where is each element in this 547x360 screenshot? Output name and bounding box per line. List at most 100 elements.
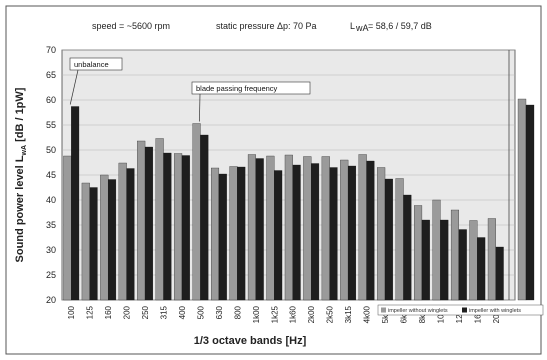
annotation-box (191, 81, 311, 95)
bar (174, 153, 183, 301)
chart-frame (5, 5, 542, 355)
y-axis-label: Sound power level LwA [dB / 1pW] (14, 87, 28, 262)
header-lwa-value: = 58,6 / 59,7 dB (368, 21, 432, 31)
bar (137, 140, 146, 301)
bar (284, 154, 293, 301)
bar (89, 187, 98, 301)
x-tick-label: 125 (86, 305, 95, 319)
bar (384, 178, 393, 301)
y-tick-label: 20 (46, 295, 56, 305)
x-tick-label: 2k00 (307, 305, 316, 323)
bar (229, 166, 238, 301)
bar (487, 218, 496, 301)
bar (311, 163, 320, 301)
bar (358, 154, 367, 301)
header-lwa: L (350, 21, 355, 31)
x-tick-label: 200 (123, 305, 132, 319)
bar (477, 237, 486, 301)
legend-box (377, 304, 544, 316)
y-tick-label: 55 (46, 120, 56, 130)
bar (421, 219, 430, 301)
bar (292, 164, 301, 301)
bar (255, 158, 264, 301)
x-tick-label: 3k15 (344, 305, 353, 323)
bar (303, 156, 312, 301)
bar (377, 167, 386, 301)
x-axis-label: 1/3 octave bands [Hz] (194, 335, 307, 347)
bar (458, 229, 467, 301)
bar (366, 160, 375, 301)
bar (81, 182, 90, 301)
x-tick-label: 2k50 (326, 305, 335, 323)
y-tick-label: 30 (46, 245, 56, 255)
bar (329, 167, 338, 301)
y-tick-label: 60 (46, 95, 56, 105)
bar (163, 152, 172, 301)
y-tick-label: 50 (46, 145, 56, 155)
bar (181, 155, 190, 301)
bar (321, 156, 330, 301)
annotation-text: blade passing frequency (196, 84, 278, 93)
bar (155, 138, 164, 301)
annotation-arrow (199, 93, 201, 122)
y-tick-label: 45 (46, 170, 56, 180)
bar (192, 123, 201, 301)
bar (469, 220, 478, 301)
header-pressure: static pressure Δp: 70 Pa (216, 21, 317, 31)
bar (440, 219, 449, 301)
legend-entry: impeller without winglets (388, 308, 448, 314)
bar (347, 165, 357, 301)
bar (118, 162, 127, 301)
header-speed: speed = ~5600 rpm (92, 21, 170, 31)
bar (210, 167, 220, 301)
bar (63, 155, 72, 301)
bar (403, 194, 412, 301)
y-tick-label: 25 (46, 270, 56, 280)
x-tick-label: 1k25 (270, 305, 279, 323)
x-tick-label: 100 (67, 305, 76, 319)
annotation: unbalance (69, 57, 123, 105)
bar (144, 146, 153, 301)
bar (274, 170, 283, 301)
x-tick-label: 1k60 (289, 305, 298, 323)
bar (218, 173, 227, 301)
bar (71, 106, 80, 301)
bar (340, 159, 349, 301)
x-tick-label: 1k00 (252, 305, 261, 323)
bar (126, 168, 135, 301)
bar (414, 205, 423, 301)
bar (495, 246, 504, 301)
x-tick-label: 160 (104, 305, 113, 319)
bar (247, 154, 256, 301)
bar (395, 178, 404, 301)
annotation: blade passing frequency (191, 81, 311, 122)
legend-swatch (381, 307, 386, 313)
bar (100, 174, 109, 301)
x-tick-label: 630 (215, 305, 224, 319)
x-tick-label: 4k00 (363, 305, 372, 323)
annotation-text: unbalance (74, 60, 109, 69)
annotation-arrow (69, 69, 79, 105)
bar (450, 209, 460, 301)
y-tick-label: 35 (46, 220, 56, 230)
x-tick-label: 315 (160, 305, 169, 319)
total-bar (517, 98, 527, 301)
bar (200, 134, 209, 301)
x-tick-label: 500 (196, 305, 205, 319)
bar (107, 179, 117, 301)
y-tick-label: 40 (46, 195, 56, 205)
bar (432, 199, 441, 301)
x-tick-label: 400 (178, 305, 187, 319)
bar (237, 166, 246, 301)
bar (266, 155, 275, 301)
legend-entry: impeller with winglets (469, 308, 521, 314)
total-bar (525, 104, 535, 301)
legend-swatch (462, 307, 467, 313)
x-tick-label: 800 (233, 305, 242, 319)
y-tick-label: 70 (46, 45, 56, 55)
x-tick-label: 250 (141, 305, 150, 319)
annotation-box (69, 57, 123, 71)
header-lwa-sub: wA (355, 23, 369, 33)
